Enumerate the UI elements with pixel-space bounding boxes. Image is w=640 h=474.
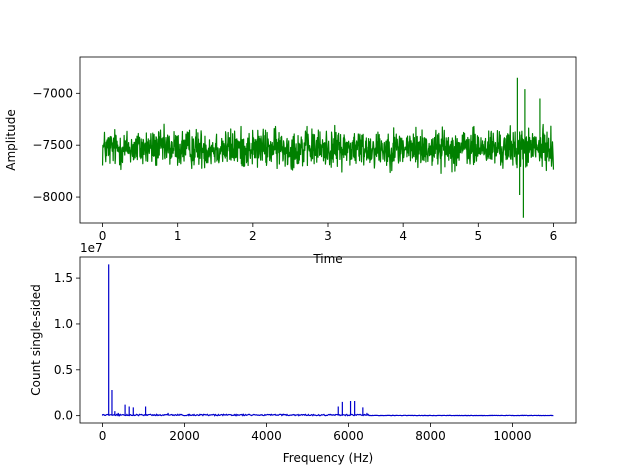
spectrum-axes-frame [79,256,577,424]
spectrum-x-tick-label: 6000 [333,429,364,443]
spectrum-series-line [101,264,554,417]
amplitude-y-tick-label: −8000 [32,190,73,204]
amplitude-x-tick-label: 4 [399,229,407,243]
amplitude-y-axis-label: Amplitude [4,109,18,171]
spectrum-y-offset-text: 1e7 [80,241,103,255]
spectrum-y-axis-label: Count single-sided [29,284,43,396]
spectrum-x-tick-label: 8000 [415,429,446,443]
amplitude-x-tick-label: 0 [99,229,107,243]
amplitude-x-tick-label: 5 [474,229,482,243]
amplitude-x-tick-label: 1 [174,229,182,243]
spectrum-y-tick-label: 1.0 [54,317,73,331]
spectrum-series-group [101,264,554,417]
spectrum-x-tick-label: 10000 [493,429,531,443]
amplitude-x-tick-label: 3 [324,229,332,243]
spectrum-x-tick-label: 2000 [169,429,200,443]
amplitude-x-tick-label: 6 [550,229,558,243]
amplitude-series-line [101,77,555,218]
amplitude-y-tick-label: −7000 [32,86,73,100]
spectrum-x-axis-label: Frequency (Hz) [283,451,374,465]
amplitude-subplot: 0 1 2 3 4 5 6 −8000 −7500 −7000 Time Amplitude [4,56,577,266]
spectrum-y-tick-label: 0.0 [54,409,73,423]
spectrum-x-tick-label: 4000 [251,429,282,443]
amplitude-series-group [101,77,555,218]
spectrum-y-tick-label: 0.5 [54,363,73,377]
amplitude-y-tick-label: −7500 [32,138,73,152]
spectrum-x-ticks: 0 2000 4000 6000 8000 10000 [99,423,532,443]
amplitude-y-ticks: −8000 −7500 −7000 [32,86,80,204]
spectrum-y-tick-label: 1.5 [54,271,73,285]
spectrum-subplot: 0 2000 4000 6000 8000 10000 0.00.51.01.5 1e7 … [29,241,577,465]
amplitude-x-axis-label: Time [312,252,342,266]
amplitude-x-ticks: 0 1 2 3 4 5 6 [99,223,558,243]
amplitude-x-tick-label: 2 [249,229,257,243]
spectrum-y-ticks: 0.0 0.5 1.0 1.5 [54,271,80,423]
spectrum-x-tick-label: 0 [99,429,107,443]
